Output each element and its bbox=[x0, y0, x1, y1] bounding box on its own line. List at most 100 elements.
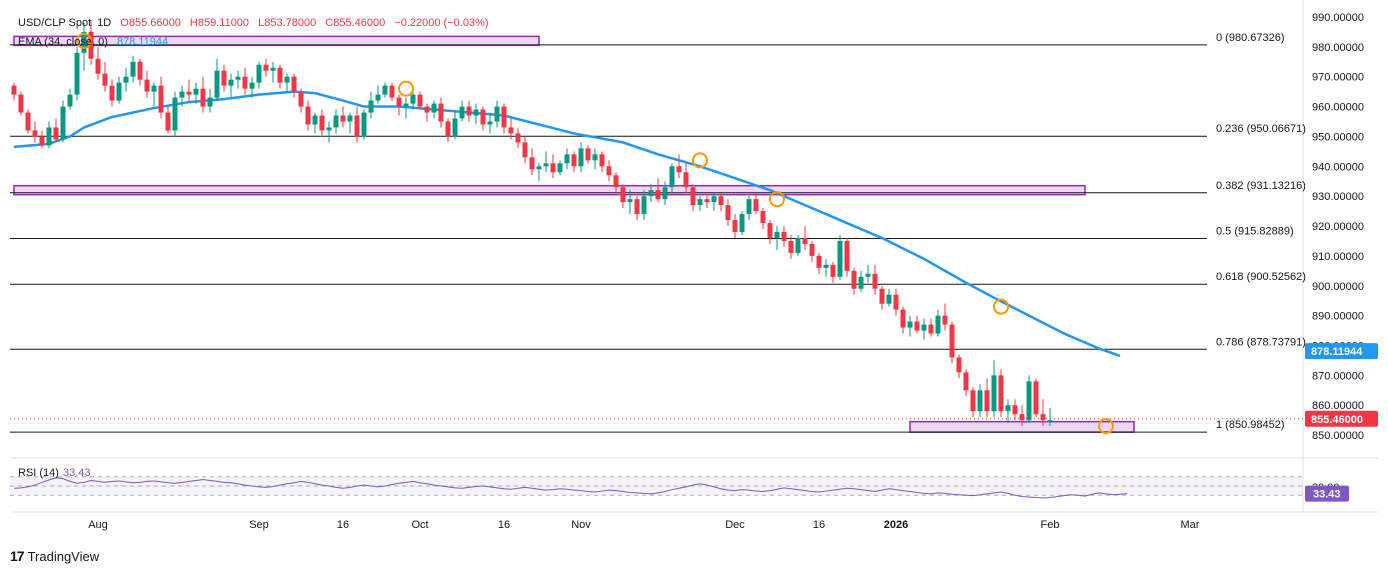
candle[interactable] bbox=[865, 264, 871, 283]
candle[interactable] bbox=[172, 91, 178, 137]
candle[interactable] bbox=[788, 234, 794, 259]
candle[interactable] bbox=[242, 67, 248, 95]
candle[interactable] bbox=[109, 79, 115, 107]
candle[interactable] bbox=[263, 58, 269, 77]
candle[interactable] bbox=[809, 240, 815, 262]
candle[interactable] bbox=[585, 145, 591, 164]
candle[interactable] bbox=[207, 88, 213, 113]
candle[interactable] bbox=[508, 118, 514, 140]
candle[interactable] bbox=[781, 226, 787, 247]
candle[interactable] bbox=[284, 73, 290, 92]
candle[interactable] bbox=[32, 121, 38, 143]
candle[interactable] bbox=[935, 309, 941, 337]
ema-legend[interactable]: EMA (34, close, 0) 878.11944 bbox=[18, 36, 174, 48]
candle[interactable] bbox=[830, 261, 836, 283]
candle[interactable] bbox=[130, 55, 136, 83]
candle[interactable] bbox=[956, 354, 962, 379]
candle[interactable] bbox=[382, 82, 388, 98]
candle[interactable] bbox=[711, 193, 717, 212]
candle[interactable] bbox=[697, 196, 703, 212]
candle[interactable] bbox=[137, 58, 143, 86]
candle[interactable] bbox=[753, 193, 759, 215]
candle[interactable] bbox=[844, 237, 850, 277]
candle[interactable] bbox=[739, 211, 745, 235]
candle[interactable] bbox=[214, 58, 220, 101]
candle[interactable] bbox=[501, 103, 507, 134]
candle[interactable] bbox=[151, 82, 157, 107]
candle[interactable] bbox=[396, 94, 402, 116]
candle[interactable] bbox=[368, 91, 374, 119]
candle[interactable] bbox=[774, 226, 780, 250]
candle[interactable] bbox=[550, 154, 556, 179]
candle[interactable] bbox=[375, 85, 381, 104]
candle[interactable] bbox=[102, 61, 108, 92]
candle[interactable] bbox=[179, 85, 185, 107]
candle[interactable] bbox=[886, 288, 892, 307]
candle[interactable] bbox=[319, 109, 325, 137]
candle[interactable] bbox=[81, 22, 87, 71]
candle[interactable] bbox=[942, 303, 948, 331]
candle[interactable] bbox=[165, 106, 171, 134]
candle[interactable] bbox=[459, 100, 465, 122]
candle[interactable] bbox=[403, 97, 409, 119]
candle[interactable] bbox=[1047, 408, 1053, 427]
candle[interactable] bbox=[900, 306, 906, 334]
candle[interactable] bbox=[823, 258, 829, 277]
highlight-circle[interactable] bbox=[76, 32, 92, 49]
rsi-line[interactable] bbox=[13, 477, 1128, 499]
candle[interactable] bbox=[473, 103, 479, 125]
candle[interactable] bbox=[928, 318, 934, 337]
candle[interactable] bbox=[298, 88, 304, 113]
candle[interactable] bbox=[613, 172, 619, 194]
candle[interactable] bbox=[256, 61, 262, 89]
candle[interactable] bbox=[53, 118, 59, 143]
candle[interactable] bbox=[921, 318, 927, 340]
time-axis[interactable]: Aug Sep 16 Oct 16 Nov Dec 16 2026 Feb Mar bbox=[88, 519, 1200, 531]
candle[interactable] bbox=[361, 109, 367, 140]
candle[interactable] bbox=[543, 151, 549, 173]
candle[interactable] bbox=[718, 193, 724, 212]
rsi-legend[interactable]: RSI (14) 33.43 bbox=[18, 467, 91, 479]
candle[interactable] bbox=[452, 112, 458, 140]
candle[interactable] bbox=[221, 64, 227, 92]
candle[interactable] bbox=[963, 369, 969, 397]
candle[interactable] bbox=[1005, 399, 1011, 424]
candle[interactable] bbox=[571, 151, 577, 173]
candle[interactable] bbox=[893, 288, 899, 316]
candle[interactable] bbox=[466, 100, 472, 122]
candle[interactable] bbox=[837, 234, 843, 280]
candle[interactable] bbox=[620, 184, 626, 209]
candle[interactable] bbox=[67, 88, 73, 110]
candle[interactable] bbox=[487, 112, 493, 134]
support-resistance-zone[interactable] bbox=[13, 35, 540, 47]
candle[interactable] bbox=[333, 109, 339, 134]
candle[interactable] bbox=[326, 121, 332, 143]
candle[interactable] bbox=[193, 82, 199, 104]
candle[interactable] bbox=[704, 196, 710, 209]
candle[interactable] bbox=[725, 199, 731, 227]
candle[interactable] bbox=[158, 76, 164, 119]
candle[interactable] bbox=[914, 315, 920, 334]
candle[interactable] bbox=[690, 184, 696, 212]
candle[interactable] bbox=[606, 160, 612, 182]
candle[interactable] bbox=[431, 100, 437, 119]
candle[interactable] bbox=[95, 46, 101, 80]
candle[interactable] bbox=[634, 196, 640, 221]
candle[interactable] bbox=[270, 61, 276, 83]
candle[interactable] bbox=[515, 127, 521, 149]
candle[interactable] bbox=[879, 285, 885, 310]
candle[interactable] bbox=[648, 184, 654, 203]
candle[interactable] bbox=[144, 70, 150, 98]
tradingview-brand[interactable]: 17 TradingView bbox=[10, 548, 99, 564]
candle[interactable] bbox=[25, 109, 31, 134]
candle[interactable] bbox=[816, 252, 822, 274]
interval[interactable]: 1D bbox=[97, 17, 112, 29]
candle[interactable] bbox=[1026, 375, 1032, 424]
candle[interactable] bbox=[795, 234, 801, 256]
candle[interactable] bbox=[305, 100, 311, 131]
candle[interactable] bbox=[536, 163, 542, 182]
candle[interactable] bbox=[312, 112, 318, 134]
candle[interactable] bbox=[123, 67, 129, 92]
candle[interactable] bbox=[18, 91, 24, 116]
candle[interactable] bbox=[389, 82, 395, 101]
